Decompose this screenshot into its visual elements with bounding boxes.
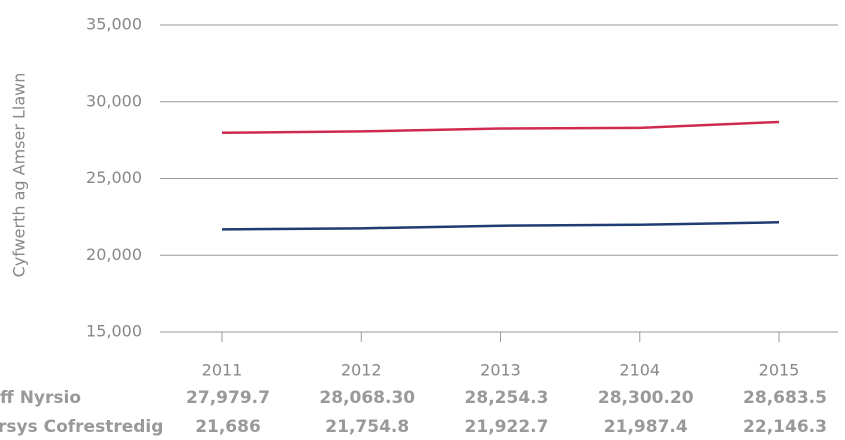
- series-line: [221, 221, 780, 231]
- x-tick-label: 2013: [480, 361, 521, 380]
- y-tick-label: 15,000: [86, 322, 142, 341]
- table-value: 21,754.8: [325, 417, 409, 437]
- row-label: rsys Cofrestredig: [0, 417, 163, 437]
- table-value: 21,686: [195, 417, 261, 437]
- y-tick-label: 25,000: [86, 168, 142, 187]
- table-value: 21,987.4: [604, 417, 688, 437]
- x-tick-label: 2011: [202, 361, 243, 380]
- x-tick-label: 2012: [341, 361, 382, 380]
- y-axis-label: Cyfwerth ag Amser Llawn: [10, 73, 29, 278]
- table-value: 28,254.3: [465, 388, 549, 408]
- x-tick-label: 2104: [619, 361, 660, 380]
- x-tick-label: 2015: [759, 361, 800, 380]
- y-tick-label: 20,000: [86, 245, 142, 264]
- y-tick-label: 35,000: [86, 15, 142, 34]
- table-value: 21,922.7: [465, 417, 549, 437]
- table-value: 22,146.3: [743, 417, 827, 437]
- y-tick-label: 30,000: [86, 91, 142, 110]
- table-value: 28,683.5: [743, 388, 827, 408]
- table-value: 28,068.30: [319, 388, 415, 408]
- table-value: 27,979.7: [186, 388, 270, 408]
- table-value: 28,300.20: [598, 388, 694, 408]
- row-label: ff Nyrsio: [0, 388, 81, 408]
- series-line: [221, 120, 780, 135]
